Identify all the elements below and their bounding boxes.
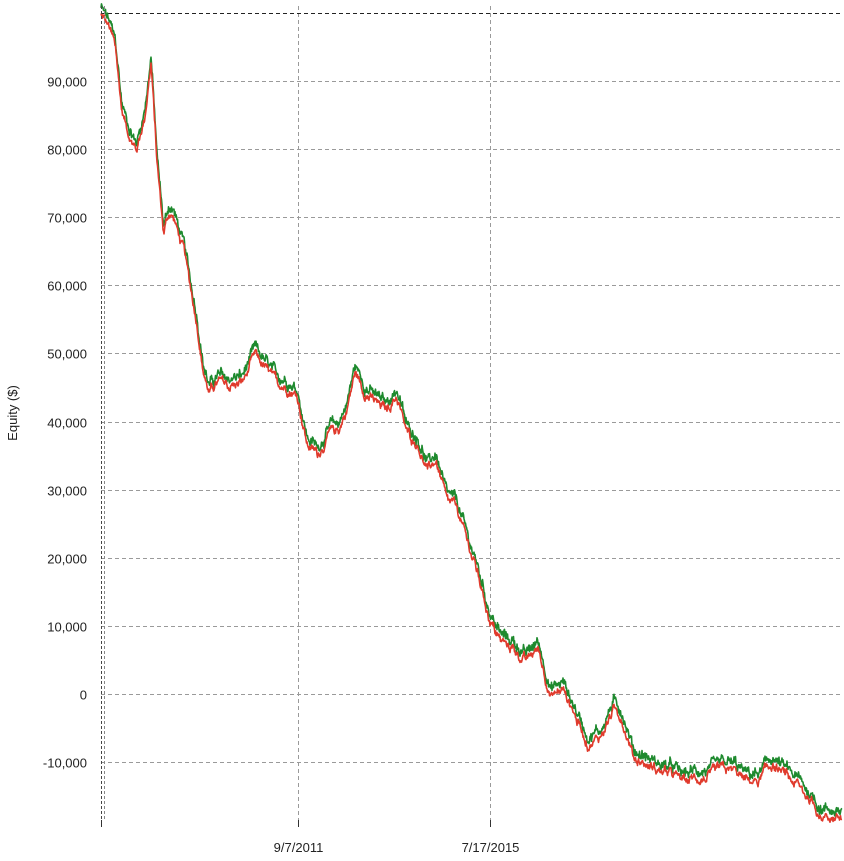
y-tick-label: 90,000 bbox=[47, 75, 87, 90]
y-axis-title: Equity ($) bbox=[5, 385, 20, 441]
x-tick-label: 9/7/2011 bbox=[274, 840, 324, 855]
y-tick-label: 30,000 bbox=[47, 484, 87, 499]
series-layer bbox=[100, 3, 843, 823]
tick-label-layer: -10,000 0 10,000 20,000 30,000 40,000 50,000 60… bbox=[43, 75, 520, 856]
y-tick-label: 40,000 bbox=[47, 416, 87, 431]
y-tick-label: 10,000 bbox=[47, 620, 87, 635]
y-tick-label: 20,000 bbox=[47, 552, 87, 567]
x-tick-label: 7/17/2015 bbox=[462, 840, 520, 855]
axis-layer bbox=[101, 6, 491, 827]
y-tick-label: 80,000 bbox=[47, 143, 87, 158]
y-tick-label: -10,000 bbox=[43, 756, 87, 771]
y-tick-label: 60,000 bbox=[47, 279, 87, 294]
equity-high-line bbox=[100, 3, 843, 817]
grid-layer bbox=[101, 6, 842, 820]
y-tick-label: 50,000 bbox=[47, 347, 87, 362]
y-tick-label: 70,000 bbox=[47, 211, 87, 226]
equity-low-line bbox=[100, 13, 843, 823]
y-tick-label: 0 bbox=[80, 688, 87, 703]
